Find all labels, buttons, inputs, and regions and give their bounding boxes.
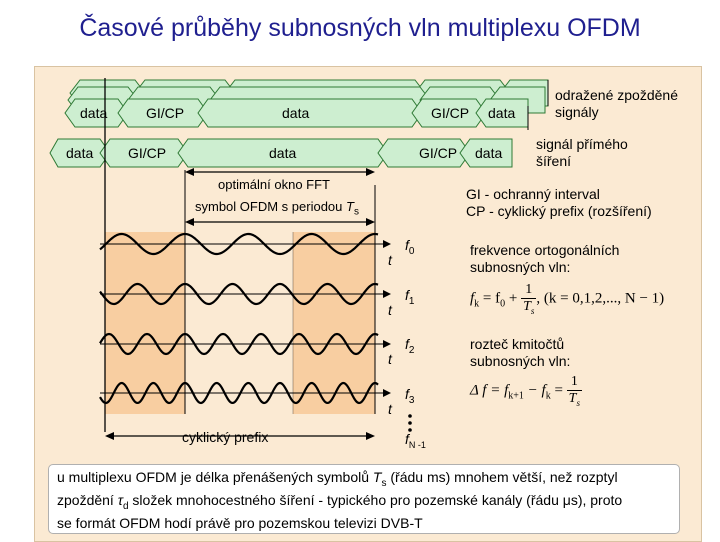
note-line-1: u multiplexu OFDM je délka přenášených s… — [57, 469, 618, 489]
direct-gi-label-2: GI/CP — [419, 145, 458, 161]
direct-row — [49, 138, 513, 168]
reflected-data-label-2: data — [282, 105, 310, 121]
subcarrier-wave-2 — [99, 332, 379, 356]
subcarrier-f2-label: f2 — [405, 336, 415, 356]
note-box: u multiplexu OFDM je délka přenášených s… — [48, 464, 680, 534]
reflected-data-label-1: data — [80, 105, 108, 121]
direct-gi-label-1: GI/CP — [128, 145, 167, 161]
cp-shade-right — [293, 232, 375, 414]
gi-definition: GI - ochranný interval — [466, 186, 600, 202]
reflected-row-front — [64, 98, 529, 128]
spacing-formula: Δ f = fk+1 − fk = 1 Ts — [470, 374, 582, 408]
subcarrier-wave-1 — [99, 282, 379, 306]
spacing-title-1: rozteč kmitočtů — [470, 336, 565, 352]
reflected-data-label-3: data — [488, 105, 516, 121]
time-label-0: t — [388, 252, 392, 268]
subcarrier-fn-label: fN -1 — [405, 431, 426, 450]
time-label-2: t — [388, 351, 392, 367]
time-label-1: t — [388, 302, 392, 318]
reflected-gi-label-2: GI/CP — [431, 105, 470, 121]
time-axis-arrow-2 — [383, 340, 391, 348]
time-axes — [100, 240, 391, 397]
frequency-title-1: frekvence ortogonálních — [470, 242, 620, 258]
frequency-formula: fk = f0 + 1 Ts, (k = 0,1,2,..., N − 1) — [470, 282, 665, 316]
direct-data-label-3: data — [475, 145, 503, 161]
reflected-signals-label-2: signály — [555, 104, 599, 120]
subcarrier-wave-3 — [99, 381, 379, 405]
page-title: Časové průběhy subnosných vln multiplexu… — [79, 14, 641, 42]
subcarrier-wave-0 — [99, 232, 379, 256]
cp-definition: CP - cyklický prefix (rozšíření) — [466, 203, 652, 219]
reflected-signals-label: odražené zpožděné — [555, 87, 678, 103]
reflected-gi-label-1: GI/CP — [146, 105, 185, 121]
note-line-2: zpoždění τd složek mnohocestného šíření … — [57, 491, 623, 512]
symbol-period-label: symbol OFDM s periodou Ts — [195, 199, 359, 218]
spacing-title-2: subnosných vln: — [470, 353, 571, 369]
time-axis-arrow-3 — [383, 389, 391, 397]
direct-signal-label: signál přímého — [536, 136, 628, 152]
direct-data-label-1: data — [66, 145, 94, 161]
subcarrier-f0-label: f0 — [405, 237, 415, 257]
subcarrier-f1-label: f1 — [405, 287, 415, 307]
time-axis-arrow-1 — [383, 290, 391, 298]
fft-window-label: optimální okno FFT — [218, 177, 330, 192]
cyclic-prefix-label: cyklický prefix — [182, 429, 269, 445]
note-line-3: se formát OFDM hodí právě pro pozemskou … — [57, 514, 423, 531]
direct-signal-label-2: šíření — [536, 153, 572, 169]
direct-data-label-2: data — [269, 145, 297, 161]
time-label-3: t — [388, 401, 392, 417]
subcarrier-f3-label: f3 — [405, 386, 415, 406]
frequency-title-2: subnosných vln: — [470, 259, 571, 275]
subcarrier-waves — [99, 232, 379, 405]
time-axis-arrow-0 — [383, 240, 391, 248]
